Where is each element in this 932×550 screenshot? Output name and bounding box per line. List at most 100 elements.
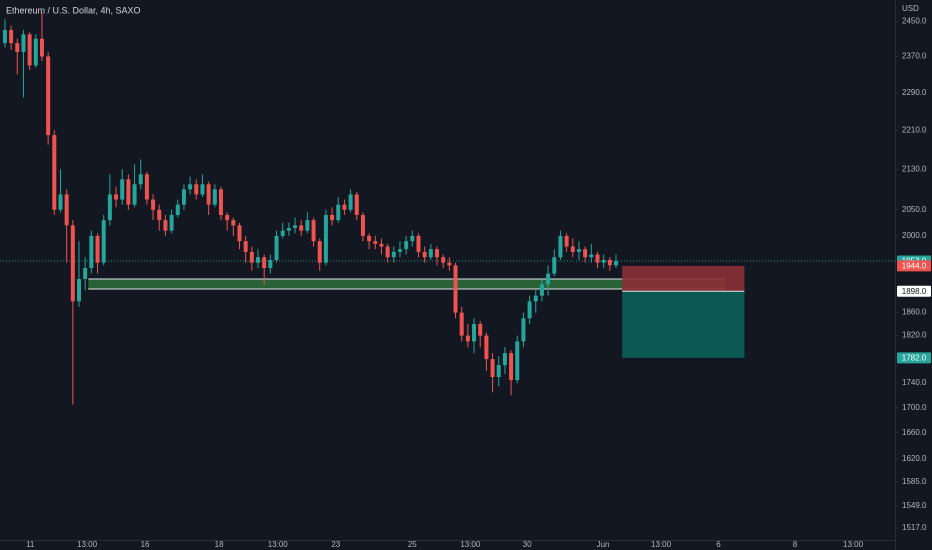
- candle-body: [317, 241, 322, 263]
- candle-body: [589, 254, 594, 258]
- zone: [88, 279, 726, 289]
- y-tick-label: 2290.0: [902, 88, 927, 97]
- candle-body: [385, 246, 390, 258]
- x-tick-label: 23: [331, 540, 340, 549]
- y-tick-label: 2000.0: [902, 231, 927, 240]
- candle-body: [595, 254, 600, 263]
- candle-body: [21, 34, 26, 52]
- candle-body: [268, 259, 273, 269]
- candle-body: [583, 249, 588, 258]
- chart-title: Ethereum / U.S. Dollar, 4h, SAXO: [6, 5, 141, 15]
- candle-body: [330, 214, 335, 221]
- candle-body: [502, 353, 507, 366]
- candle-body: [237, 225, 242, 242]
- y-tick-label: 1620.0: [902, 454, 927, 463]
- y-tick-label: 2450.0: [902, 16, 927, 25]
- candle-body: [151, 199, 156, 210]
- candle-body: [120, 179, 125, 200]
- candle-body: [410, 235, 415, 242]
- candle-body: [132, 184, 137, 205]
- x-tick-label: 8: [793, 540, 798, 549]
- candle-body: [138, 174, 143, 185]
- candle-body: [509, 353, 514, 381]
- candle-body: [441, 257, 446, 263]
- candle-body: [552, 257, 557, 274]
- x-tick-label: 13:00: [268, 540, 289, 549]
- candle-body: [360, 214, 365, 236]
- candle-body: [546, 273, 551, 285]
- candle-body: [527, 301, 532, 319]
- stop-area: [622, 265, 745, 292]
- candle-body: [212, 189, 217, 205]
- x-tick-label: 11: [26, 540, 35, 549]
- candle-body: [515, 341, 520, 381]
- candle-body: [144, 174, 149, 200]
- candle-body: [64, 194, 69, 226]
- candle-body: [391, 251, 396, 258]
- candle-body: [126, 179, 131, 205]
- currency: USD: [902, 4, 919, 13]
- candle-body: [169, 214, 174, 231]
- y-tick-label: 1740.0: [902, 378, 927, 387]
- candle-body: [249, 251, 254, 263]
- candle-body: [95, 235, 100, 263]
- candle-body: [163, 220, 168, 231]
- candle-body: [576, 249, 581, 252]
- x-tick-label: 13:00: [460, 540, 481, 549]
- candle-body: [46, 56, 51, 136]
- plot: [0, 12, 895, 405]
- candle-body: [194, 184, 199, 195]
- x-tick-label: 30: [523, 540, 532, 549]
- candle-body: [323, 214, 328, 263]
- candle-body: [521, 318, 526, 342]
- candle-body: [243, 241, 248, 252]
- x-tick-label: Jun: [597, 540, 610, 549]
- candle-body: [570, 246, 575, 252]
- candle-body: [157, 209, 162, 221]
- x-tick-label: 13:00: [77, 540, 98, 549]
- candle-body: [33, 38, 38, 66]
- x-tick-label: 6: [716, 540, 721, 549]
- candle-body: [311, 220, 316, 242]
- candle-body: [231, 220, 236, 226]
- x-tick-label: 13:00: [843, 540, 864, 549]
- candle-body: [175, 204, 180, 215]
- candle-body: [490, 359, 495, 378]
- candle-body: [15, 43, 20, 52]
- price-label-box: [897, 352, 931, 364]
- y-tick-label: 1820.0: [902, 331, 927, 340]
- candle-body: [274, 235, 279, 260]
- candle-body: [558, 235, 563, 258]
- candle-body: [181, 189, 186, 205]
- candle-body: [459, 312, 464, 336]
- candle-body: [262, 257, 267, 269]
- candle-body: [305, 220, 310, 231]
- y-tick-label: 1549.0: [902, 501, 927, 510]
- candle-body: [225, 214, 230, 221]
- candle-body: [218, 189, 223, 215]
- candle-body: [478, 324, 483, 336]
- candle-body: [367, 235, 372, 242]
- price-label: 1944.0: [902, 262, 927, 271]
- price-label: 1898.0: [902, 287, 927, 296]
- candle-body: [422, 251, 427, 258]
- y-tick-label: 1660.0: [902, 428, 927, 437]
- candle-body: [9, 30, 14, 44]
- candle-body: [397, 249, 402, 252]
- candle-body: [404, 241, 409, 250]
- candle-body: [416, 235, 421, 252]
- y-tick-label: 2130.0: [902, 164, 927, 173]
- y-tick-label: 1517.0: [902, 523, 927, 532]
- candle-body: [564, 235, 569, 247]
- candle-body: [52, 135, 57, 210]
- candle-body: [472, 324, 477, 342]
- y-tick-label: 2370.0: [902, 52, 927, 61]
- candle-body: [379, 243, 384, 247]
- price-label: 1782.0: [902, 353, 927, 362]
- candle-body: [70, 225, 75, 302]
- candle-body: [58, 194, 63, 210]
- candle-body: [453, 265, 458, 313]
- candle-body: [107, 194, 112, 221]
